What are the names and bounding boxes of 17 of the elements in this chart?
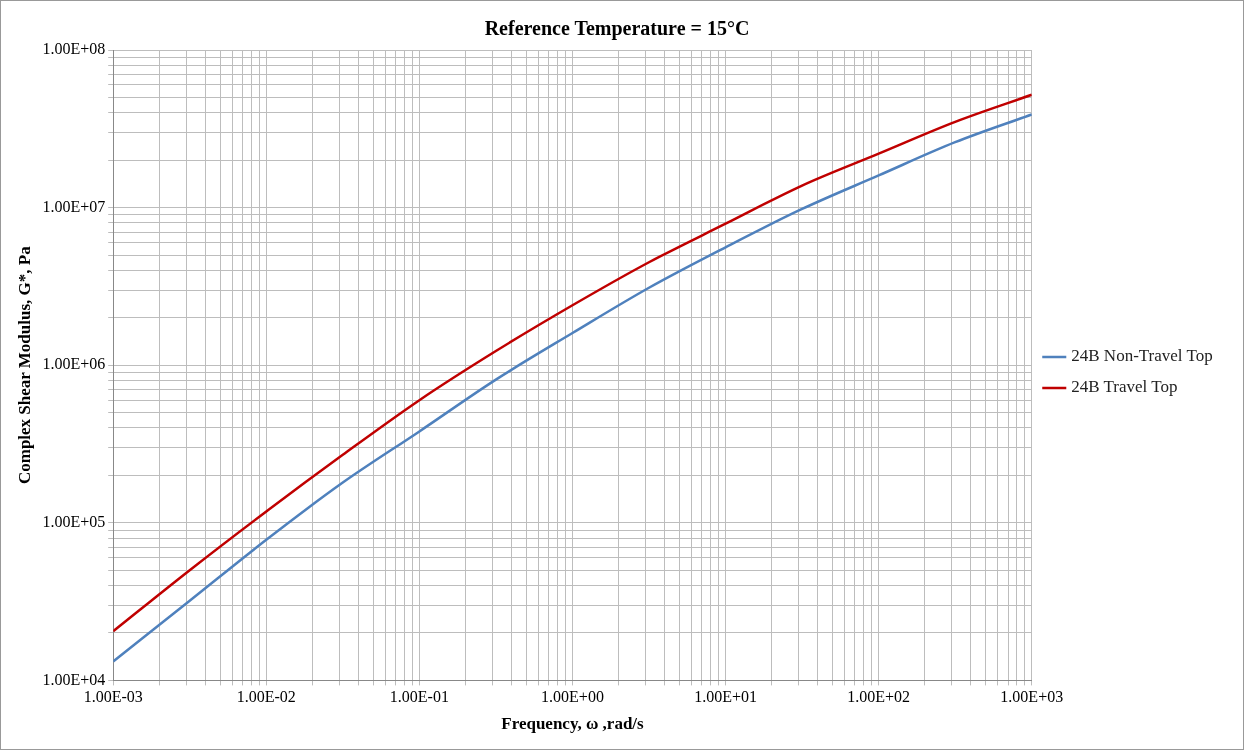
x-tick-label: 1.00E+03 bbox=[1000, 688, 1064, 706]
y-tick-label: 1.00E+08 bbox=[42, 40, 106, 58]
x-tick-label: 1.00E-03 bbox=[83, 688, 143, 706]
y-axis-title: Complex Shear Modulus, G*, Pa bbox=[14, 245, 34, 485]
x-axis-title: Frequency, ω ,rad/s bbox=[501, 714, 645, 734]
y-tick-label: 1.00E+06 bbox=[42, 355, 106, 373]
x-tick-label: 1.00E+00 bbox=[541, 688, 604, 706]
x-tick-label: 1.00E-01 bbox=[389, 688, 449, 706]
y-tick-label: 1.00E+04 bbox=[42, 670, 106, 688]
chart-title: Reference Temperature = 15°C bbox=[484, 17, 750, 41]
legend-label: 24B Travel Top bbox=[1071, 377, 1178, 397]
x-tick-label: 1.00E+01 bbox=[694, 688, 757, 706]
y-tick-label: 1.00E+05 bbox=[42, 513, 106, 530]
y-tick-label: 1.00E+07 bbox=[42, 197, 106, 215]
legend-label: 24B Non-Travel Top bbox=[1071, 346, 1213, 366]
x-tick-label: 1.00E+02 bbox=[847, 688, 911, 706]
x-tick-label: 1.00E-02 bbox=[236, 688, 296, 706]
